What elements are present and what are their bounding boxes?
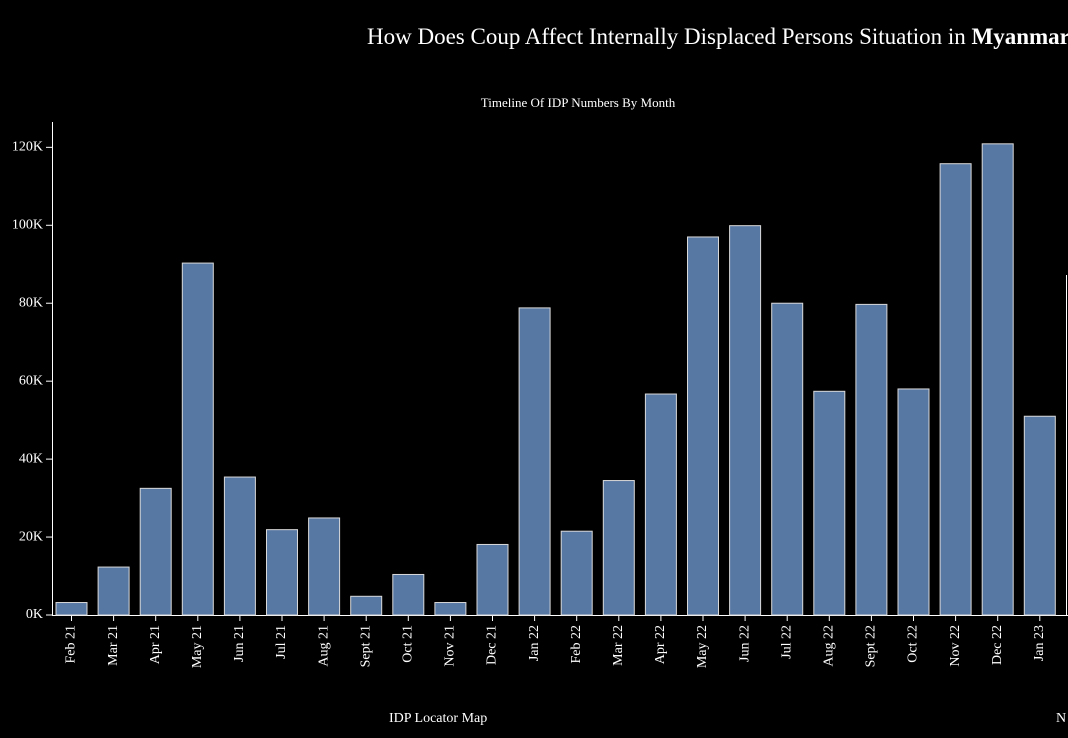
x-tick-label: Jul 21	[274, 625, 289, 659]
bar	[476, 543, 509, 616]
y-tick-label: 20K	[19, 529, 43, 544]
page-title-text: How Does Coup Affect Internally Displace…	[367, 24, 972, 49]
x-tick-label: May 21	[190, 625, 205, 668]
right-panel-label: N	[1056, 711, 1067, 726]
x-tick-label: Jun 22	[737, 625, 752, 662]
x-tick-label: May 22	[695, 625, 710, 668]
y-tick-label: 80K	[19, 295, 43, 310]
bar	[518, 307, 551, 616]
bars	[55, 143, 1056, 616]
y-axis: 0K 20K 40K 60K 80K 100K 120K	[12, 122, 53, 622]
x-tick-label: Jan 23	[1032, 625, 1047, 661]
bar	[897, 388, 930, 616]
chart-title: Timeline Of IDP Numbers By Month	[480, 95, 676, 110]
x-tick-label: Nov 21	[443, 625, 458, 667]
x-tick-label: Aug 21	[316, 625, 331, 667]
idp-locator-map-label: IDP Locator Map	[389, 711, 488, 726]
bar	[181, 262, 214, 616]
bar	[1023, 415, 1056, 616]
x-tick-label: Apr 22	[653, 625, 668, 664]
x-tick-label: Aug 22	[822, 625, 837, 667]
x-tick-label: Dec 21	[485, 625, 500, 665]
y-tick-label: 40K	[19, 451, 43, 466]
bar	[350, 595, 383, 616]
bar	[602, 480, 635, 616]
page-title: How Does Coup Affect Internally Displace…	[367, 24, 1068, 50]
bar	[687, 236, 719, 616]
y-tick-label: 0K	[26, 607, 43, 622]
bar	[644, 393, 677, 616]
x-tick-label: Nov 22	[948, 625, 963, 667]
bar	[813, 390, 846, 616]
bar	[55, 602, 88, 616]
x-tick-label: Oct 22	[906, 625, 921, 663]
x-tick-label: Jun 21	[232, 625, 247, 662]
x-tick-label: Dec 22	[990, 625, 1005, 665]
x-tick-label: Jul 22	[779, 625, 794, 659]
bar	[139, 487, 172, 616]
bar	[392, 573, 425, 616]
x-tick-label: Apr 21	[148, 625, 163, 664]
x-tick-label: Feb 21	[64, 625, 79, 664]
bar	[981, 143, 1014, 616]
bar	[729, 225, 762, 616]
x-tick-label: Mar 21	[106, 625, 121, 666]
y-tick-label: 100K	[12, 217, 43, 232]
x-tick-label: Sept 22	[864, 625, 879, 667]
bar	[771, 302, 804, 616]
x-tick-label: Feb 22	[569, 625, 584, 664]
y-tick-label: 120K	[12, 140, 43, 155]
bar	[266, 529, 298, 616]
x-tick-label: Oct 21	[401, 625, 416, 663]
x-tick-label: Mar 22	[611, 625, 626, 666]
bar	[560, 530, 593, 616]
x-tick-label: Jan 22	[527, 625, 542, 661]
y-tick-label: 60K	[19, 373, 43, 388]
bar	[939, 163, 972, 616]
bar	[308, 517, 341, 616]
bar	[855, 303, 888, 616]
bar	[434, 602, 467, 616]
bar	[223, 476, 256, 616]
page-title-emphasis: Myanmar	[971, 24, 1068, 49]
x-axis: Feb 21 Mar 21 Apr 21 May 21 Jun 21 Jul 21 Aug …	[52, 615, 1068, 668]
bar	[97, 566, 130, 616]
x-tick-label: Sept 21	[358, 625, 373, 667]
